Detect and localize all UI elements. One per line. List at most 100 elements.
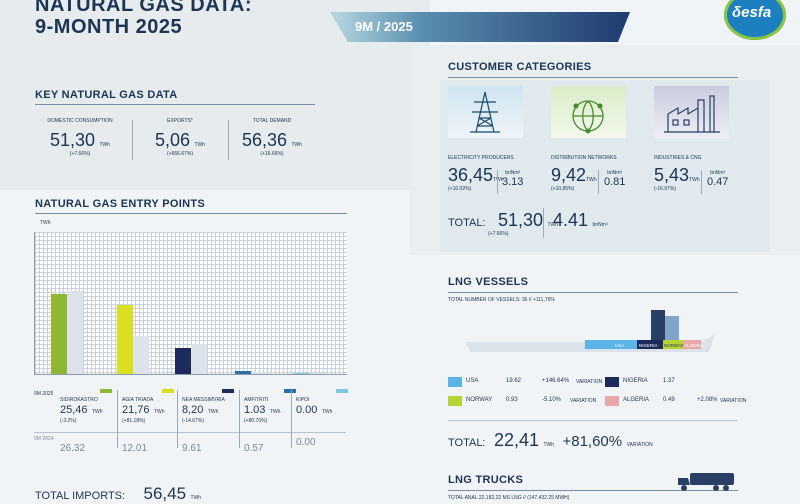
key-item-change: (+16.66%) <box>260 151 284 157</box>
lng-total: TOTAL: 22,41 TWh +81,60% VARIATION <box>448 430 653 451</box>
entry-point-value-2025: 1.03 <box>244 404 266 416</box>
entry-point-name: NEA MESSIMVRIA <box>182 397 225 403</box>
ship-cabin <box>665 316 679 340</box>
chart-unit-label: TWh <box>40 220 51 226</box>
total-imports-label: TOTAL IMPORTS: <box>35 490 126 502</box>
ship-label-usa: USA <box>615 343 624 348</box>
entry-point-name: AGIA TRIADA <box>122 397 154 403</box>
cat-change: (+10.85%) <box>551 186 575 192</box>
cat-label-distribution: DISTRIBUTION NETWORKS <box>551 155 617 161</box>
cat-bcm-label: bnNm³ <box>710 170 726 176</box>
entry-point-unit: TWh <box>269 409 281 415</box>
ship-label-nigeria: NIGERIA <box>639 343 658 348</box>
lng-total-label: TOTAL: <box>448 437 486 449</box>
key-item-value: 51,30 <box>49 130 96 150</box>
entry-point-column: SIDIROKASTRO 25,46 TWh (-3.2%) 26.32 <box>60 388 116 454</box>
entry-point-change: (-3.2%) <box>60 418 77 424</box>
key-item-unit: TWh <box>194 142 206 148</box>
ship-label-norway: NORWAY <box>664 343 684 348</box>
cat-total-unit: TWh <box>547 222 559 228</box>
electricity-icon-box <box>448 86 523 138</box>
page-title: NATURAL GAS DATA: 9-MONTH 2025 <box>35 0 252 38</box>
lng-total-change: +81,60% <box>562 433 623 450</box>
country-change: -5.10% <box>542 397 562 403</box>
entry-point-value-2025: 25,46 <box>60 404 88 416</box>
lng-trucks-rule <box>448 490 738 491</box>
ship-segment-nigeria <box>637 340 663 349</box>
cat-change: (+10.02%) <box>448 186 472 192</box>
period-banner: 9M / 2025 <box>330 12 630 42</box>
entry-rule <box>35 213 347 214</box>
entry-point-column: AGIA TRIADA 21,76 TWh (+81.18%) 12.01 <box>122 388 178 454</box>
cat-distribution-values: 9,42TWh (+10.85%) <box>551 165 597 192</box>
entry-point-column: AMFITRITI 1.03 TWh (+80.70%) 0.57 <box>244 388 300 454</box>
logo-text: δesfa <box>732 4 772 21</box>
entry-point-change: (-14.67%) <box>182 418 204 424</box>
divider <box>132 120 133 160</box>
country-note: VARIATION <box>720 398 747 404</box>
cat-industries-values: 5,43TWh (-16.97%) <box>654 165 700 192</box>
key-item-value: 56,36 <box>241 130 288 150</box>
country-name: ALGERIA <box>623 397 650 403</box>
entry-point-swatch <box>284 389 296 393</box>
entry-point-name: KIPOI <box>296 397 310 403</box>
divider <box>291 390 292 448</box>
country-value: 0.93 <box>506 397 518 403</box>
key-item-change: (+7.66%) <box>69 151 91 157</box>
cat-change: (-16.97%) <box>654 186 676 192</box>
divider <box>543 208 544 238</box>
total-imports: TOTAL IMPORTS: 56,45 TWh <box>35 484 201 504</box>
ship-segment-usa <box>585 340 637 349</box>
lng-trucks-subtitle: TOTAL ANAL 22,182,22 MS LNG // (147,432.… <box>448 495 570 501</box>
entry-point-unit: TWh <box>321 409 333 415</box>
cat-distribution-bcm: bnNm³ 0.81 <box>604 170 625 188</box>
country-value: 0.49 <box>663 397 675 403</box>
bar-2025 <box>51 293 67 374</box>
entry-point-name: SIDIROKASTRO <box>60 397 98 403</box>
country-change: +146.64% <box>542 378 570 384</box>
divider <box>497 170 498 194</box>
title-line-2: 9-MONTH 2025 <box>35 16 183 38</box>
divider <box>598 170 599 194</box>
key-item-total-demand: TOTAL DEMAND 56,36 TWh (+16.66%) <box>232 118 312 157</box>
entry-point-swatch <box>222 389 234 393</box>
key-data-heading: KEY NATURAL GAS DATA <box>35 89 178 101</box>
cat-bcm-label: bnNm³ <box>505 170 521 176</box>
row-label-2025: 9M 2025 <box>34 391 54 397</box>
ship-label-algeria: ALGERIA <box>684 343 704 348</box>
country-value: 19.62 <box>506 378 522 384</box>
country-name: USA <box>466 378 479 384</box>
factory-icon <box>664 95 720 133</box>
lng-ship-illustration: USA NIGERIA NORWAY ALGERIA <box>465 310 715 352</box>
divider <box>117 390 118 448</box>
customer-rule <box>448 77 738 78</box>
entry-point-value-2024: 12.01 <box>122 443 148 454</box>
cat-label-electricity: ELECTRICITY PRODUCERS <box>448 155 514 161</box>
entry-point-column: KIPOI 0.00 TWh 0.00 <box>296 388 352 448</box>
cat-bcm-value: 0.47 <box>707 176 729 188</box>
distribution-icon-box <box>551 86 626 138</box>
entry-point-unit: TWh <box>153 409 165 415</box>
divider <box>239 390 240 448</box>
lng-total-value: 22,41 <box>493 430 539 450</box>
entry-point-unit: TWh <box>91 409 103 415</box>
bar-2025 <box>175 348 191 374</box>
industries-icon-box <box>654 86 729 138</box>
bar-2024 <box>251 372 267 374</box>
country-name: NORWAY <box>466 397 493 403</box>
entry-point-value-2024: 9.61 <box>182 443 202 454</box>
bar-2025 <box>293 373 309 374</box>
country-note: VARIATION <box>570 398 597 404</box>
lng-total-rule <box>448 420 738 421</box>
desfa-logo: δesfa <box>724 0 786 40</box>
bar-2024 <box>67 290 83 374</box>
cat-unit: TWh <box>689 177 700 183</box>
country-name: NIGERIA <box>623 378 648 384</box>
lng-rule <box>448 292 738 293</box>
entry-point-name: AMFITRITI <box>244 397 269 403</box>
norway-swatch <box>448 396 462 406</box>
total-imports-value: 56,45 <box>143 484 187 503</box>
key-item-label: EXPORTS* <box>167 118 193 124</box>
country-value: 1.37 <box>663 378 675 384</box>
cat-total-bcm-unit: bnNm³ <box>592 222 608 228</box>
